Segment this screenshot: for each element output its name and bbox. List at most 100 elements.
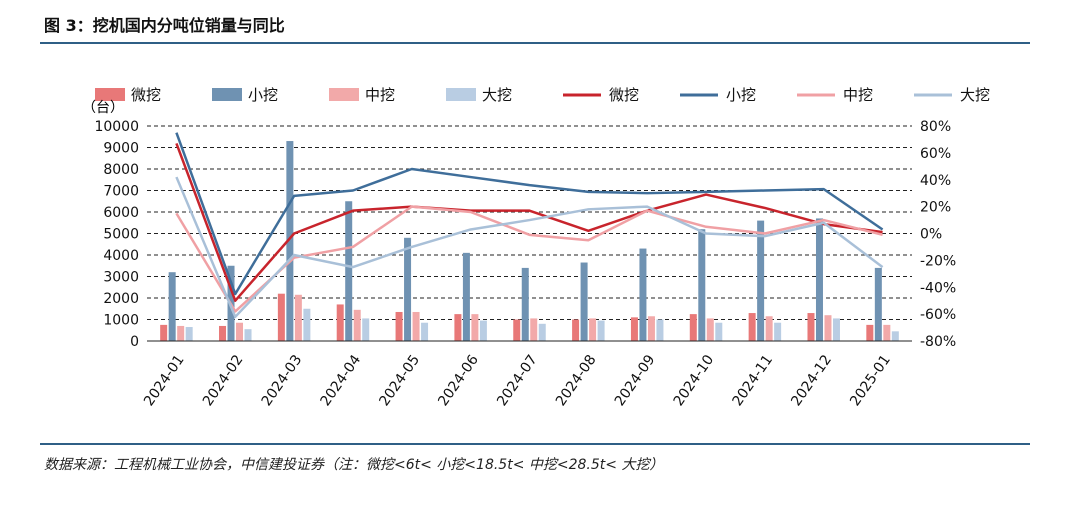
bar-大挖 xyxy=(362,318,370,341)
bar-中挖 xyxy=(706,318,714,341)
legend-swatch-bar xyxy=(329,88,359,101)
bar-微挖 xyxy=(866,324,874,341)
legend-label: 中挖 xyxy=(365,86,395,104)
bar-小挖 xyxy=(698,229,706,341)
y-right-tick-label: -80% xyxy=(920,334,956,350)
x-tick-label: 2024-01 xyxy=(141,352,188,409)
y-right-tick-label: 80% xyxy=(920,119,951,135)
bar-中挖 xyxy=(824,315,832,341)
bar-微挖 xyxy=(277,293,285,341)
bar-大挖 xyxy=(597,320,605,341)
x-tick-label: 2024-08 xyxy=(553,352,600,409)
bar-微挖 xyxy=(748,313,756,341)
legend-swatch-bar xyxy=(446,88,476,101)
x-tick-label: 2024-11 xyxy=(730,352,777,409)
legend-label: 中挖 xyxy=(843,86,873,104)
bar-大挖 xyxy=(185,327,193,341)
x-tick-label: 2024-05 xyxy=(376,352,423,409)
chart-legend: 微挖 小挖 中挖 大挖 微挖 小挖 中挖 大挖 xyxy=(95,86,990,104)
y-left-tick-label: 0 xyxy=(130,334,139,350)
bar-小挖 xyxy=(404,237,412,341)
legend-label: 小挖 xyxy=(726,86,756,104)
source-note: 数据来源：工程机械工业协会，中信建投证券（注：微挖<6t< 小挖<18.5t< … xyxy=(44,457,664,473)
bar-微挖 xyxy=(513,319,521,341)
bar-小挖 xyxy=(286,141,294,341)
bar-中挖 xyxy=(177,325,185,341)
bar-小挖 xyxy=(168,272,176,341)
line-微挖 xyxy=(175,143,883,302)
y-left-tick-label: 5000 xyxy=(103,227,139,243)
x-tick-label: 2024-04 xyxy=(318,352,365,409)
bar-大挖 xyxy=(479,320,487,341)
bar-微挖 xyxy=(219,325,227,341)
chart-area: 微挖 小挖 中挖 大挖 微挖 小挖 中挖 大挖 （台） 0 1000 2000 3000 4000 50… xyxy=(82,86,990,409)
y-left-tick-label: 8000 xyxy=(103,162,139,178)
bar-中挖 xyxy=(412,311,420,341)
bar-小挖 xyxy=(639,248,647,341)
y-axis-unit-label: （台） xyxy=(82,100,124,116)
y-right-tick-label: 40% xyxy=(920,173,951,189)
y-right-tick-label: 20% xyxy=(920,200,951,216)
y-left-tick-label: 10000 xyxy=(94,119,139,135)
x-tick-label: 2024-10 xyxy=(671,352,718,409)
legend-label: 微挖 xyxy=(131,86,161,104)
x-tick-label: 2024-02 xyxy=(200,352,247,409)
bar-大挖 xyxy=(303,308,311,341)
bar-中挖 xyxy=(294,294,302,341)
y-right-tick-label: 0% xyxy=(920,227,942,243)
bar-小挖 xyxy=(462,252,470,341)
y-right-tick-label: -60% xyxy=(920,307,956,323)
y-left-tick-label: 2000 xyxy=(103,291,139,307)
y-left-tick-label: 3000 xyxy=(103,270,139,286)
x-tick-label: 2024-07 xyxy=(494,352,541,409)
bar-微挖 xyxy=(689,314,697,341)
bar-中挖 xyxy=(589,318,597,341)
y-left-tick-label: 4000 xyxy=(103,248,139,264)
legend-label: 微挖 xyxy=(609,86,639,104)
y-right-tick-label: -40% xyxy=(920,280,956,296)
bar-微挖 xyxy=(572,319,580,341)
bar-大挖 xyxy=(774,322,782,341)
legend-swatch-bar xyxy=(212,88,242,101)
line-大挖 xyxy=(175,176,884,319)
y-left-tick-label: 9000 xyxy=(103,141,139,157)
y-left-tick-label: 7000 xyxy=(103,184,139,200)
legend-swatch-bar xyxy=(95,88,125,101)
bar-中挖 xyxy=(353,309,361,341)
y-right-tick-label: 60% xyxy=(920,146,951,162)
line-中挖 xyxy=(175,205,883,313)
bar-series-group xyxy=(160,141,899,341)
figure-title: 图 3：挖机国内分吨位销量与同比 xyxy=(44,16,285,35)
bar-微挖 xyxy=(395,311,403,341)
legend-label: 大挖 xyxy=(482,86,512,104)
bar-中挖 xyxy=(236,322,244,341)
bar-大挖 xyxy=(538,323,546,341)
bar-大挖 xyxy=(656,319,664,341)
bar-微挖 xyxy=(454,314,462,341)
y-left-tick-label: 6000 xyxy=(103,205,139,221)
bar-小挖 xyxy=(580,262,588,341)
bar-中挖 xyxy=(765,316,773,341)
line-series-group xyxy=(175,132,884,319)
bar-微挖 xyxy=(336,304,344,341)
bar-大挖 xyxy=(832,318,840,341)
bar-小挖 xyxy=(874,267,882,341)
bar-微挖 xyxy=(630,317,638,341)
bar-小挖 xyxy=(521,267,529,341)
legend-label: 小挖 xyxy=(248,86,278,104)
footer-divider xyxy=(40,443,1030,445)
bar-微挖 xyxy=(807,313,815,341)
bar-大挖 xyxy=(244,329,252,341)
bar-小挖 xyxy=(345,201,353,341)
bar-大挖 xyxy=(891,331,899,341)
x-tick-label: 2024-12 xyxy=(788,352,835,409)
x-tick-label: 2024-09 xyxy=(612,352,659,409)
bar-小挖 xyxy=(757,220,765,341)
title-divider xyxy=(40,42,1030,44)
bar-微挖 xyxy=(160,324,168,341)
y-left-tick-label: 1000 xyxy=(103,313,139,329)
line-小挖 xyxy=(175,132,884,296)
bar-中挖 xyxy=(883,324,891,341)
x-tick-label: 2024-06 xyxy=(435,352,482,409)
y-right-tick-label: -20% xyxy=(920,253,956,269)
